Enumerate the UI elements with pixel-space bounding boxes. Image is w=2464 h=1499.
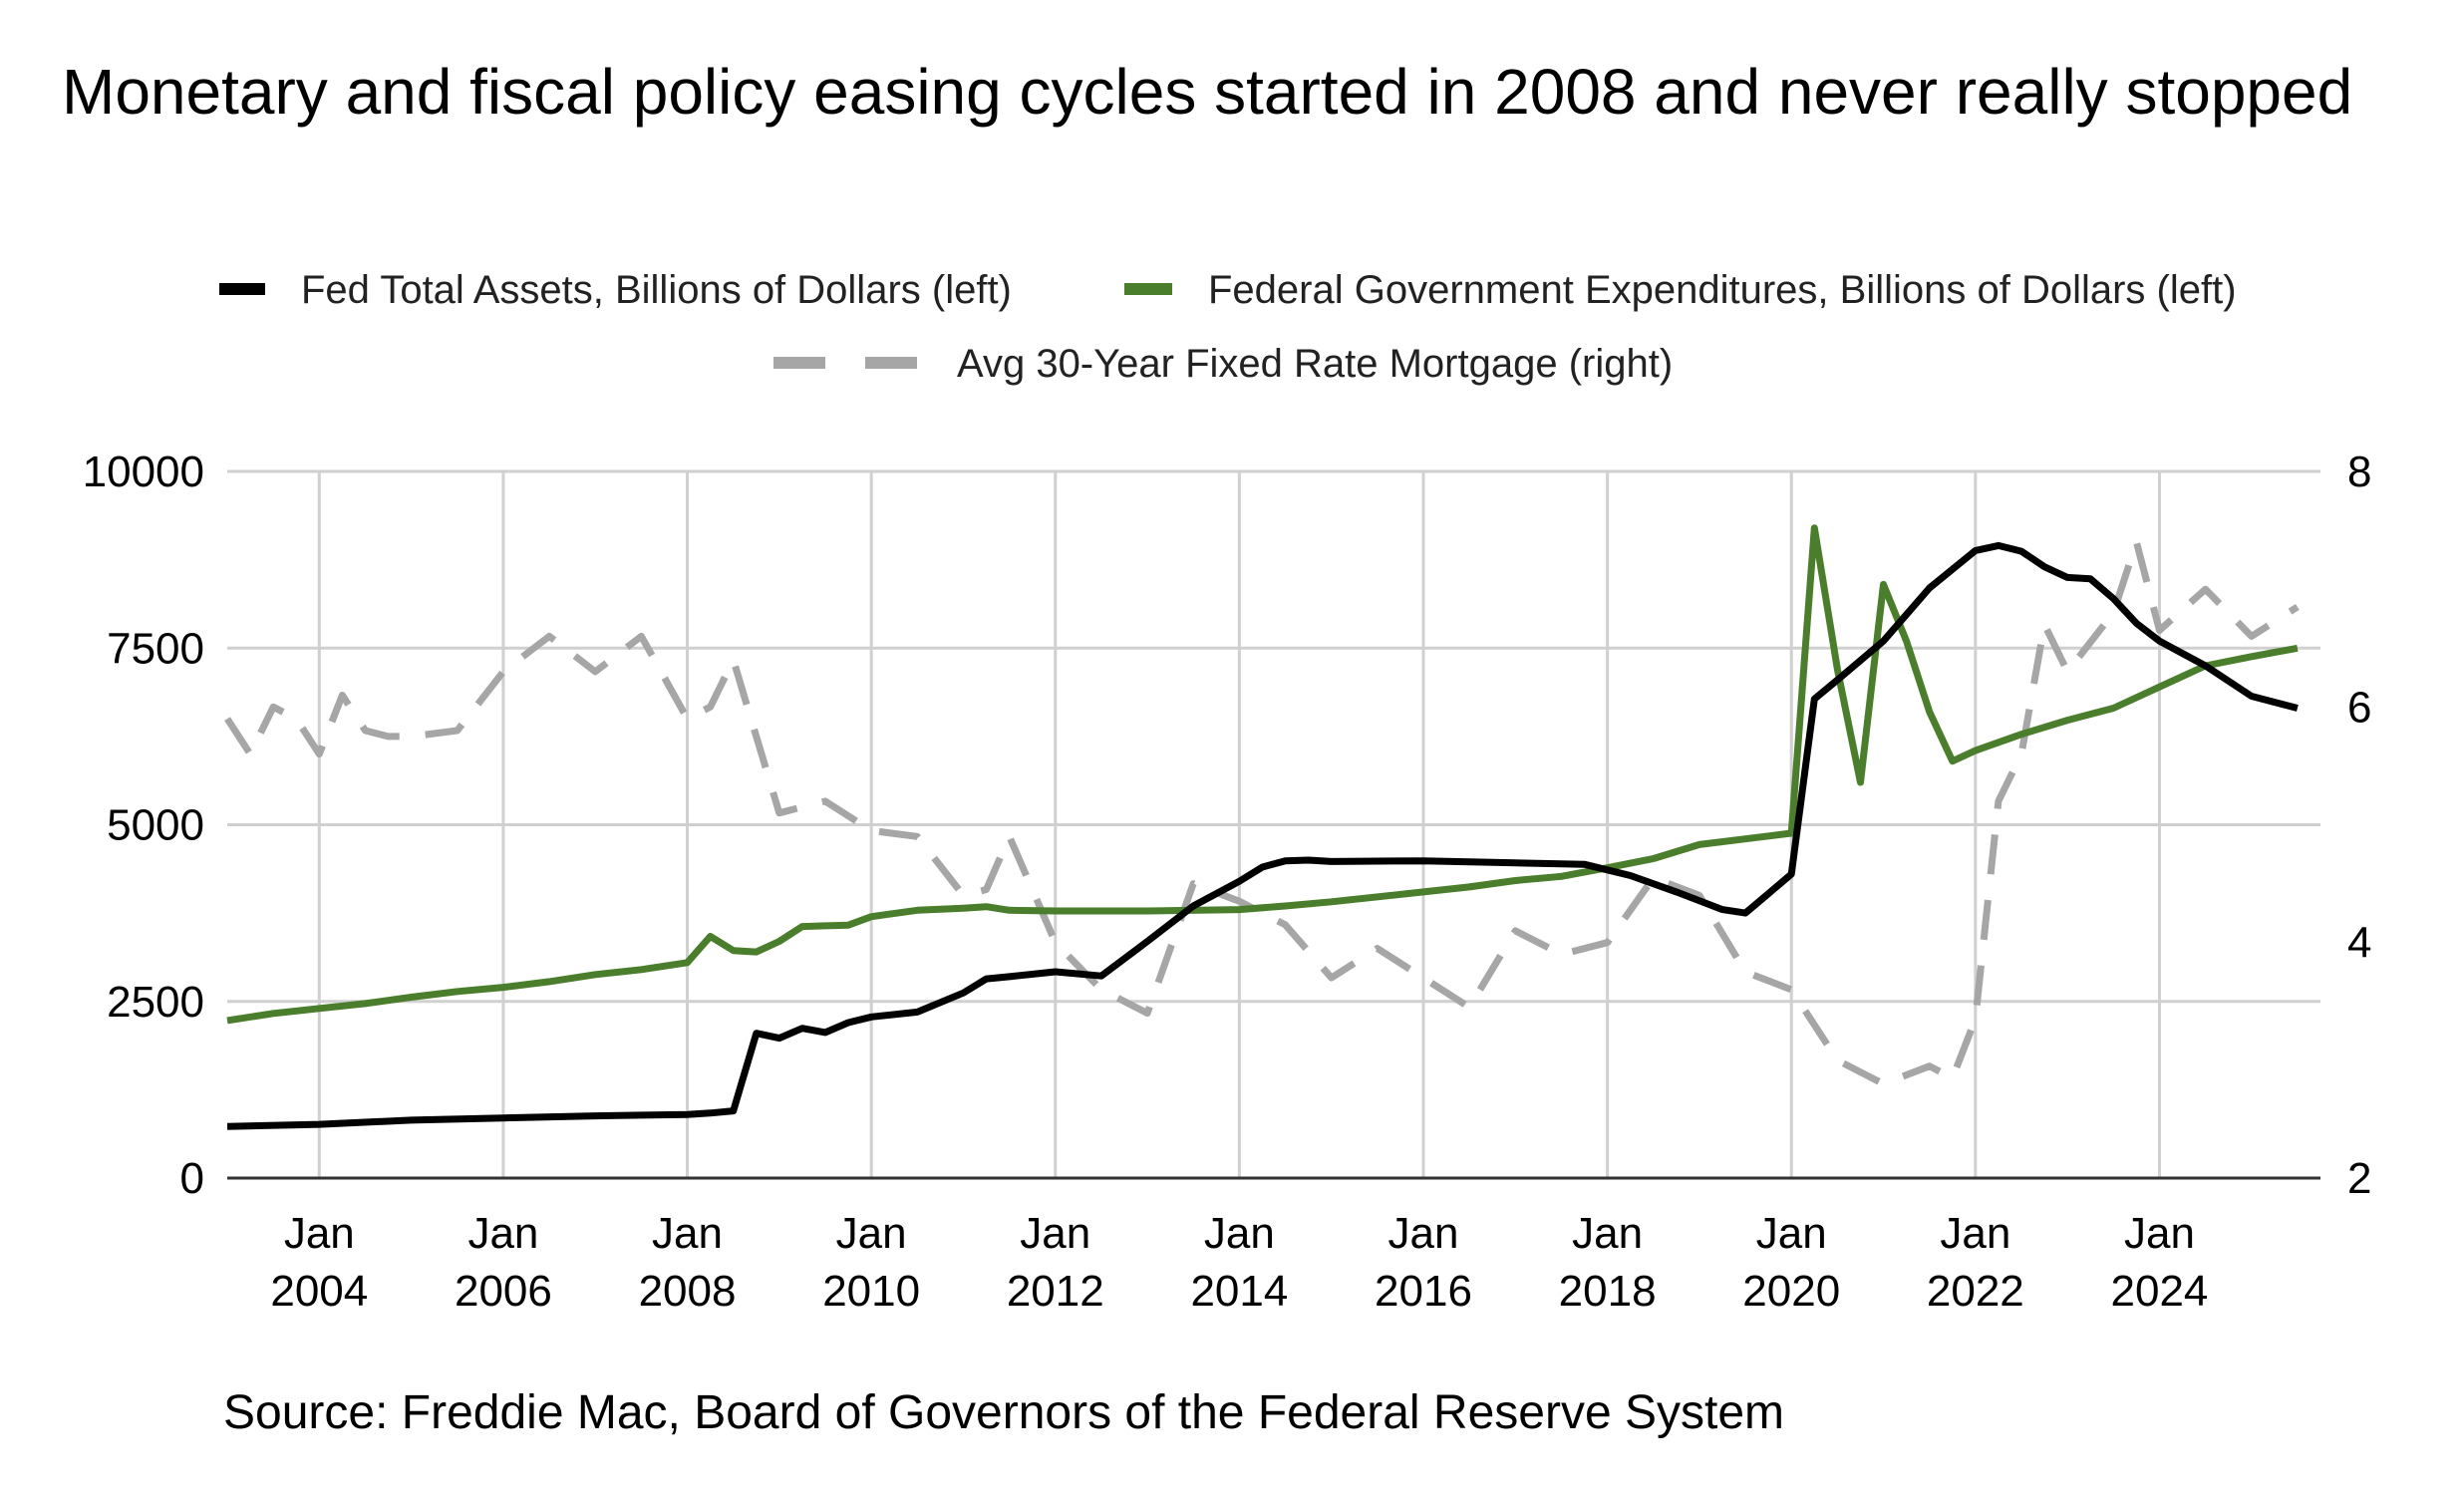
legend: Fed Total Assets, Billions of Dollars (l…: [219, 268, 2237, 386]
x-tick-label-month: Jan: [1940, 1209, 2010, 1258]
x-tick-label-month: Jan: [652, 1209, 723, 1258]
legend-label-mortgage-rate: Avg 30-Year Fixed Rate Mortgage (right): [957, 342, 1673, 386]
y-left-tick-label: 7500: [107, 624, 204, 673]
mortgage-rate-line[interactable]: [224, 538, 2300, 1087]
legend-label-federal-expenditures: Federal Government Expenditures, Billion…: [1208, 268, 2237, 312]
x-tick-label-year: 2008: [639, 1267, 737, 1316]
federal-expenditures-line[interactable]: [226, 524, 2299, 1025]
y-left-tick-label: 10000: [83, 448, 204, 496]
y-right-tick-label: 4: [2347, 919, 2371, 968]
y-right-tick-label: 8: [2347, 448, 2371, 496]
x-tick-label-month: Jan: [836, 1209, 907, 1258]
y-right-tick-label: 6: [2347, 683, 2371, 732]
x-tick-label-month: Jan: [1756, 1209, 1827, 1258]
x-tick-label-year: 2022: [1927, 1267, 2024, 1316]
y-left-tick-label: 2500: [107, 978, 204, 1027]
fed-total-assets-line[interactable]: [226, 541, 2299, 1130]
y-left-tick-label: 5000: [107, 801, 204, 850]
legend-item-mortgage-rate[interactable]: Avg 30-Year Fixed Rate Mortgage (right): [773, 342, 1673, 386]
x-tick-label-month: Jan: [1204, 1209, 1275, 1258]
x-tick-label-month: Jan: [284, 1209, 355, 1258]
x-tick-label-year: 2018: [1559, 1267, 1657, 1316]
chart-title: Monetary and fiscal policy easing cycles…: [62, 56, 2353, 128]
x-tick-label-month: Jan: [467, 1209, 538, 1258]
x-tick-label-year: 2024: [2111, 1267, 2209, 1316]
x-tick-label-month: Jan: [1572, 1209, 1643, 1258]
x-tick-label-month: Jan: [1388, 1209, 1459, 1258]
x-tick-label-year: 2010: [822, 1267, 920, 1316]
y-right-tick-label: 2: [2347, 1154, 2371, 1203]
x-tick-label-month: Jan: [1020, 1209, 1090, 1258]
x-tick-label-year: 2004: [270, 1267, 368, 1316]
x-tick-label-year: 2014: [1190, 1267, 1288, 1316]
legend-item-federal-expenditures[interactable]: Federal Government Expenditures, Billion…: [1124, 268, 2237, 312]
legend-item-fed-assets[interactable]: Fed Total Assets, Billions of Dollars (l…: [219, 268, 1012, 312]
grid: [227, 469, 2320, 1178]
source-note: Source: Freddie Mac, Board of Governors …: [223, 1386, 1785, 1439]
y-left-tick-label: 0: [180, 1154, 204, 1203]
x-tick-label-month: Jan: [2124, 1209, 2195, 1258]
legend-label-fed-assets: Fed Total Assets, Billions of Dollars (l…: [301, 268, 1012, 312]
x-tick-label-year: 2006: [455, 1267, 552, 1316]
x-tick-label-year: 2012: [1007, 1267, 1104, 1316]
series-layer: [224, 524, 2300, 1130]
tick-labels: 0 2500 5000 7500 10000 2 4 6 8 Jan 2004 Jan 2006 Jan 2…: [83, 448, 2372, 1316]
x-tick-label-year: 2016: [1375, 1267, 1472, 1316]
x-tick-label-year: 2020: [1742, 1267, 1840, 1316]
